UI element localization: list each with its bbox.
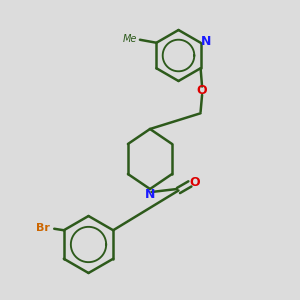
Text: O: O [189,176,200,189]
Text: N: N [145,188,155,201]
Text: N: N [201,35,211,48]
Text: Me: Me [123,34,137,44]
Text: Br: Br [35,223,50,233]
Text: O: O [197,84,207,97]
